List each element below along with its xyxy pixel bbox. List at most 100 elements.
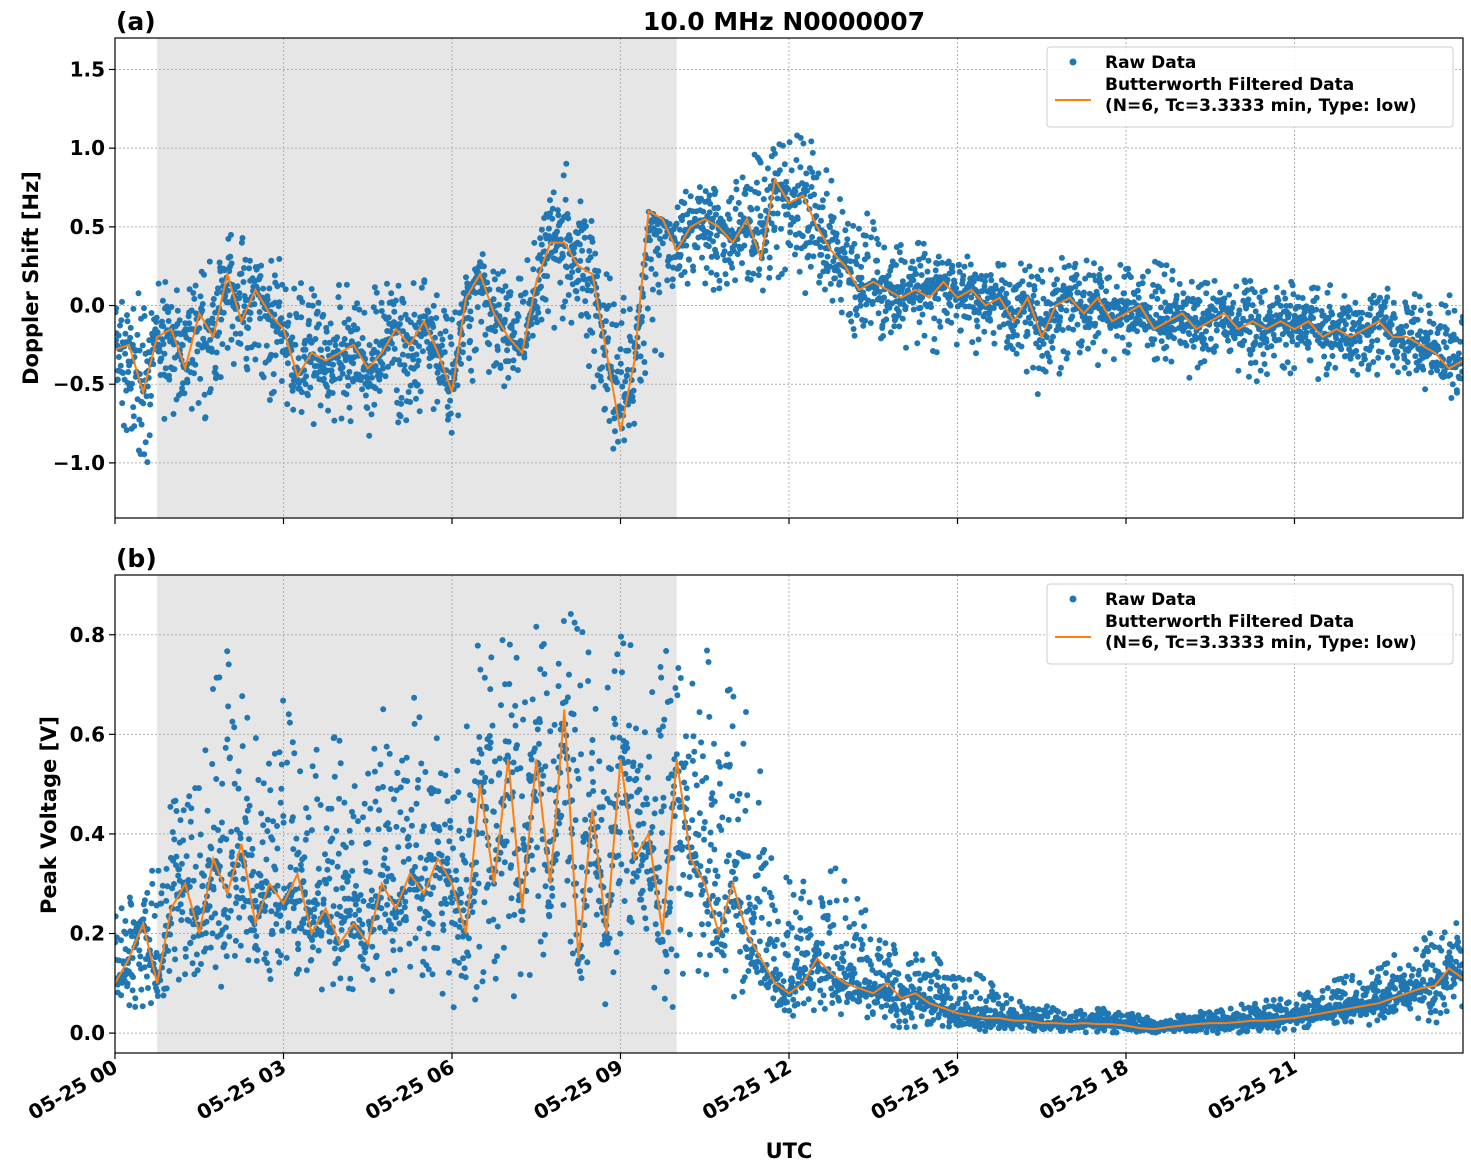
raw-data-point: [218, 983, 225, 990]
raw-data-point: [590, 779, 596, 785]
raw-data-point: [370, 304, 377, 311]
raw-data-point: [130, 404, 137, 411]
raw-data-point: [491, 276, 498, 283]
raw-data-point: [593, 911, 600, 918]
raw-data-point: [531, 745, 538, 752]
raw-data-point: [838, 296, 844, 303]
raw-data-point: [371, 284, 378, 291]
raw-data-point: [603, 271, 610, 278]
raw-data-point: [562, 799, 568, 806]
raw-data-point: [1049, 345, 1056, 351]
raw-data-point: [909, 258, 916, 265]
raw-data-point: [1459, 319, 1463, 326]
raw-data-point: [399, 351, 406, 358]
raw-data-point: [331, 376, 338, 383]
raw-data-point: [542, 296, 549, 303]
raw-data-point: [545, 308, 552, 315]
raw-data-point: [986, 308, 993, 315]
raw-data-point: [978, 272, 985, 279]
raw-data-point: [657, 236, 664, 242]
raw-data-point: [450, 1004, 457, 1011]
raw-data-point: [228, 828, 235, 835]
raw-data-point: [371, 745, 378, 752]
raw-data-point: [334, 863, 341, 870]
raw-data-point: [341, 915, 348, 922]
raw-data-point: [252, 356, 259, 363]
raw-data-point: [723, 280, 730, 287]
raw-data-point: [681, 200, 688, 207]
raw-data-point: [130, 413, 137, 420]
raw-data-point: [407, 399, 414, 405]
raw-data-point: [546, 913, 553, 920]
raw-data-point: [130, 305, 137, 312]
raw-data-point: [1269, 302, 1276, 309]
raw-data-point: [228, 336, 235, 343]
raw-data-point: [498, 702, 504, 709]
raw-data-point: [287, 864, 294, 871]
raw-data-point: [681, 269, 688, 275]
raw-data-point: [278, 785, 285, 792]
raw-data-point: [1342, 321, 1349, 328]
raw-data-point: [296, 897, 303, 904]
raw-data-point: [295, 849, 302, 856]
raw-data-point: [565, 215, 572, 222]
raw-data-point: [1315, 376, 1322, 383]
raw-data-point: [236, 914, 243, 921]
raw-data-point: [197, 293, 204, 300]
raw-data-point: [402, 898, 409, 905]
raw-data-point: [519, 793, 525, 800]
raw-data-point: [234, 843, 241, 849]
raw-data-point: [204, 807, 211, 814]
raw-data-point: [579, 629, 586, 636]
raw-data-point: [843, 241, 850, 248]
raw-data-point: [702, 188, 709, 195]
raw-data-point: [402, 311, 409, 318]
raw-data-point: [306, 317, 312, 324]
raw-data-point: [139, 342, 146, 349]
raw-data-point: [540, 772, 547, 779]
raw-data-point: [397, 809, 404, 816]
raw-data-point: [915, 239, 922, 246]
raw-data-point: [310, 421, 317, 428]
raw-data-point: [480, 263, 487, 270]
y-tick-label: −1.0: [53, 451, 105, 475]
raw-data-point: [1356, 338, 1363, 345]
raw-data-point: [412, 863, 419, 870]
raw-data-point: [219, 780, 226, 787]
raw-data-point: [935, 296, 942, 302]
raw-data-point: [216, 674, 223, 681]
raw-data-point: [336, 795, 343, 802]
raw-data-point: [295, 966, 302, 973]
raw-data-point: [186, 883, 193, 890]
raw-data-point: [228, 260, 235, 267]
raw-data-point: [1162, 299, 1169, 306]
raw-data-point: [178, 917, 185, 924]
y-tick-label: 1.5: [70, 57, 105, 81]
raw-data-point: [177, 817, 184, 824]
raw-data-point: [187, 939, 194, 946]
raw-data-point: [351, 783, 358, 790]
raw-data-point: [552, 857, 559, 864]
raw-data-point: [619, 383, 626, 390]
raw-data-point: [1401, 364, 1408, 371]
raw-data-point: [368, 411, 375, 418]
raw-data-point: [388, 988, 395, 995]
raw-data-point: [902, 304, 909, 310]
raw-data-point: [472, 871, 479, 878]
raw-data-point: [816, 279, 823, 286]
raw-data-point: [332, 960, 339, 967]
raw-data-point: [421, 945, 428, 952]
raw-data-point: [136, 347, 143, 354]
raw-data-point: [272, 352, 279, 359]
raw-data-point: [196, 325, 203, 332]
raw-data-point: [967, 261, 974, 268]
raw-data-point: [1086, 315, 1093, 322]
raw-data-point: [524, 257, 531, 264]
raw-data-point: [1447, 371, 1454, 378]
raw-data-point: [1058, 254, 1065, 261]
raw-data-point: [1264, 371, 1270, 378]
raw-data-point: [403, 754, 410, 761]
raw-data-point: [532, 314, 539, 321]
raw-data-point: [474, 642, 481, 649]
raw-data-point: [860, 322, 867, 329]
